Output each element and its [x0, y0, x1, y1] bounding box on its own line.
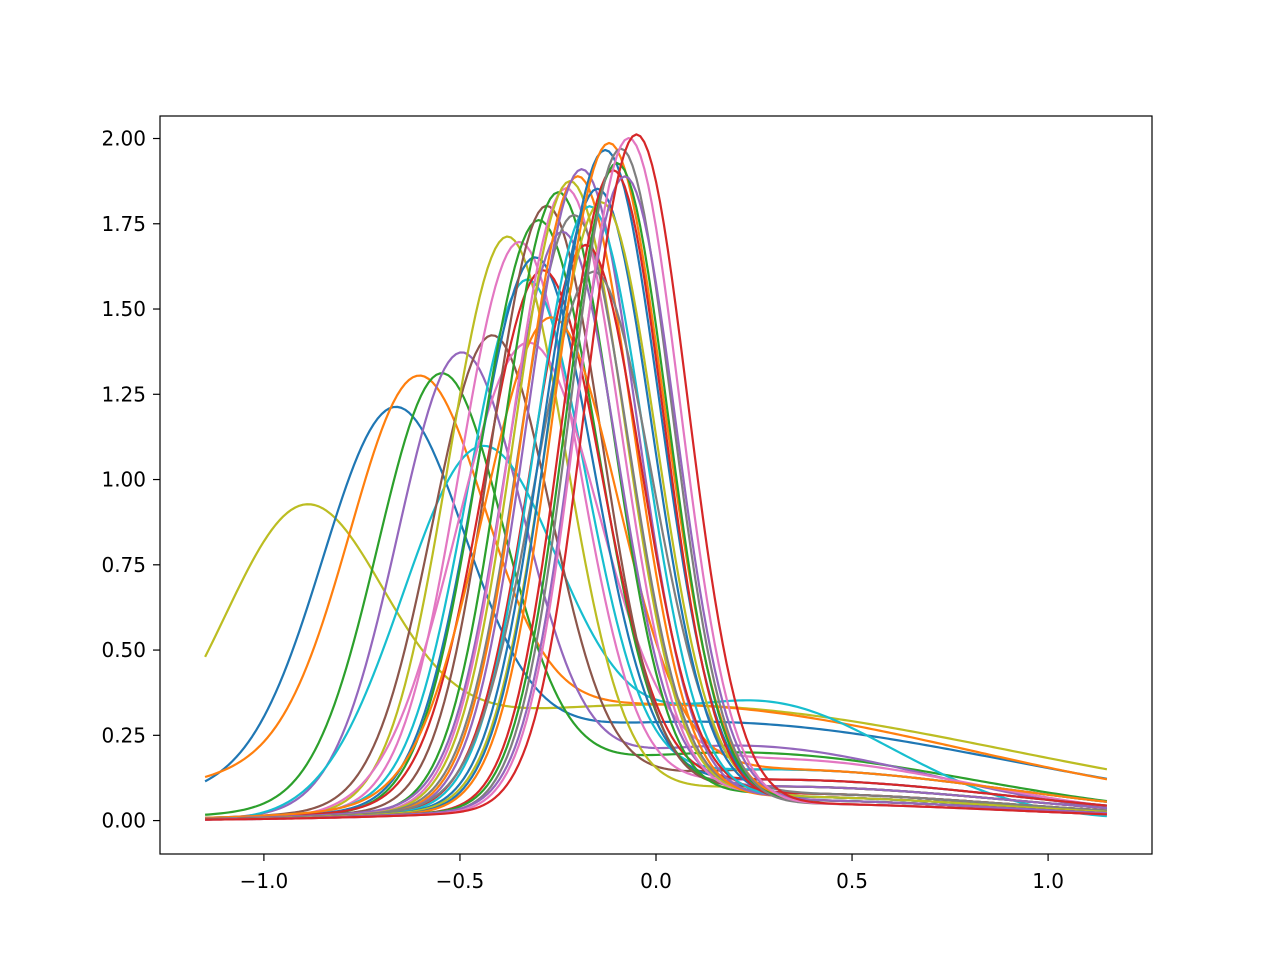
y-tick-label: 0.50 — [101, 638, 146, 662]
x-tick-label: −0.5 — [436, 869, 485, 893]
series-line-11 — [205, 341, 1108, 821]
y-tick-label: 2.00 — [101, 127, 146, 151]
series-line-14 — [205, 269, 1108, 820]
y-tick-label: 1.75 — [101, 212, 146, 236]
y-tick-label: 1.50 — [101, 297, 146, 321]
y-axis: 0.00 0.25 0.50 0.75 1.00 1.25 1.50 1.75 2.00 — [101, 127, 160, 833]
series-line-18 — [205, 230, 1107, 820]
y-tick-label: 0.75 — [101, 553, 146, 577]
y-tick-label: 1.25 — [101, 382, 146, 406]
y-tick-label: 0.00 — [101, 809, 146, 833]
series-line-4 — [205, 372, 1108, 816]
x-tick-label: 1.0 — [1032, 869, 1064, 893]
series-layer — [204, 133, 1108, 821]
x-tick-label: −1.0 — [240, 869, 289, 893]
x-tick-label: 0.0 — [640, 869, 672, 893]
y-tick-label: 0.25 — [101, 723, 146, 747]
series-line-36 — [205, 133, 1107, 821]
x-axis: −1.0 −0.5 0.0 0.5 1.0 — [240, 854, 1064, 893]
y-tick-label: 1.00 — [101, 468, 146, 492]
x-tick-label: 0.5 — [836, 869, 868, 893]
